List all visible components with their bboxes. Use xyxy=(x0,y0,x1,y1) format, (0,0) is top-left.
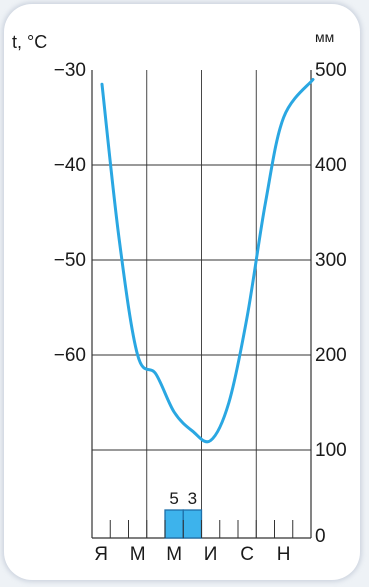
left-tick-label: −50 xyxy=(54,250,86,271)
precipitation-bar xyxy=(164,509,184,539)
precipitation-bars xyxy=(164,509,203,539)
month-label: М xyxy=(130,544,146,565)
left-tick-label: −60 xyxy=(54,345,86,366)
right-tick-label: 300 xyxy=(315,250,347,271)
left-axis-label: t, °C xyxy=(12,32,47,52)
right-tick-label: 100 xyxy=(315,440,347,461)
chart-card: 5 3 t, °C −30 −40 −50 −60 мм 500 400 300 200 100 0 Я М М… xyxy=(4,4,360,580)
temperature-line xyxy=(100,78,315,444)
right-tick-label: 400 xyxy=(315,155,347,176)
ticks xyxy=(91,520,312,538)
labels: 5 3 t, °C −30 −40 −50 −60 мм 500 400 300 200 100 0 Я М М… xyxy=(12,29,347,565)
month-label: И xyxy=(204,544,218,565)
right-axis-label: мм xyxy=(315,29,334,45)
left-tick-label: −30 xyxy=(54,60,86,81)
right-tick-label: 0 xyxy=(315,526,326,547)
right-tick-label: 200 xyxy=(315,345,347,366)
precipitation-bar xyxy=(182,509,203,539)
precipitation-value-label: 3 xyxy=(188,489,197,508)
month-label: С xyxy=(240,544,254,565)
temperature-line-group xyxy=(100,78,315,444)
precipitation-value-label: 5 xyxy=(169,489,178,508)
climate-chart: 5 3 t, °C −30 −40 −50 −60 мм 500 400 300 200 100 0 Я М М… xyxy=(12,29,347,565)
month-label: М xyxy=(166,544,182,565)
month-label: Я xyxy=(94,544,108,565)
left-tick-label: −40 xyxy=(54,155,86,176)
month-label: Н xyxy=(277,544,291,565)
right-tick-label: 500 xyxy=(315,60,347,81)
